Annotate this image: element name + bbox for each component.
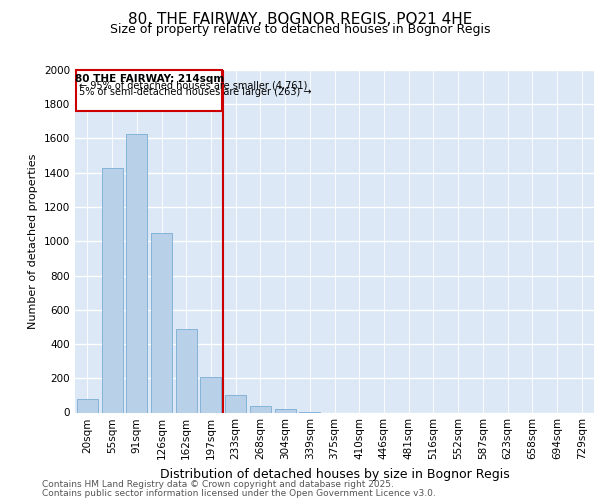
- Text: 5% of semi-detached houses are larger (263) →: 5% of semi-detached houses are larger (2…: [79, 87, 311, 97]
- Bar: [76, 70, 222, 111]
- Bar: [250, 406, 271, 412]
- Text: 80, THE FAIRWAY, BOGNOR REGIS, PO21 4HE: 80, THE FAIRWAY, BOGNOR REGIS, PO21 4HE: [128, 12, 472, 28]
- Text: Size of property relative to detached houses in Bognor Regis: Size of property relative to detached ho…: [110, 22, 490, 36]
- Bar: [77, 399, 98, 412]
- Y-axis label: Number of detached properties: Number of detached properties: [28, 154, 38, 329]
- Bar: [225, 394, 246, 412]
- Bar: [275, 409, 296, 412]
- Bar: [176, 328, 197, 412]
- Text: 80 THE FAIRWAY: 214sqm: 80 THE FAIRWAY: 214sqm: [74, 74, 224, 85]
- Text: Contains HM Land Registry data © Crown copyright and database right 2025.: Contains HM Land Registry data © Crown c…: [42, 480, 394, 489]
- Text: Contains public sector information licensed under the Open Government Licence v3: Contains public sector information licen…: [42, 488, 436, 498]
- Bar: [151, 232, 172, 412]
- Text: ← 95% of detached houses are smaller (4,761): ← 95% of detached houses are smaller (4,…: [79, 80, 307, 90]
- Bar: [101, 168, 122, 412]
- X-axis label: Distribution of detached houses by size in Bognor Regis: Distribution of detached houses by size …: [160, 468, 509, 481]
- Bar: [200, 376, 221, 412]
- Bar: [126, 134, 147, 412]
